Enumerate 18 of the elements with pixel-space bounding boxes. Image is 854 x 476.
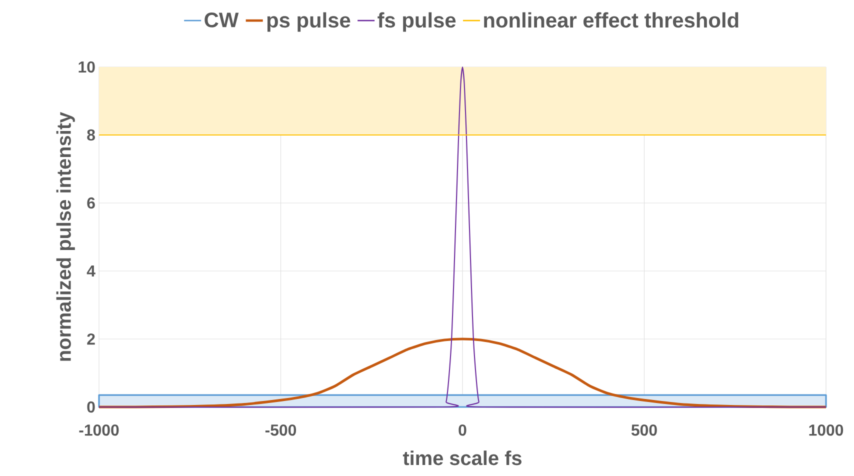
line-series [98,66,827,408]
legend-label: fs pulse [378,12,456,32]
y-axis-title: normalized pulse intensity [56,112,75,361]
x-axis-title: time scale fs [402,450,522,466]
legend-label: ps pulse [267,12,350,32]
legend-label: CW [204,12,239,28]
x-tick-label: -1000 [79,424,119,436]
y-tick-label: 0 [87,401,95,413]
x-tick-label: -500 [265,424,296,436]
x-tick-label: 500 [631,424,657,436]
y-tick-label: 10 [78,61,95,73]
legend-label: nonlinear effect threshold [484,12,738,28]
y-tick-label: 2 [87,333,95,345]
x-tick-label: 0 [458,424,466,436]
y-tick-label: 4 [86,266,96,276]
y-tick-label: 8 [87,129,95,141]
y-tick-label: 6 [87,197,95,209]
x-tick-label: 1000 [809,424,844,436]
